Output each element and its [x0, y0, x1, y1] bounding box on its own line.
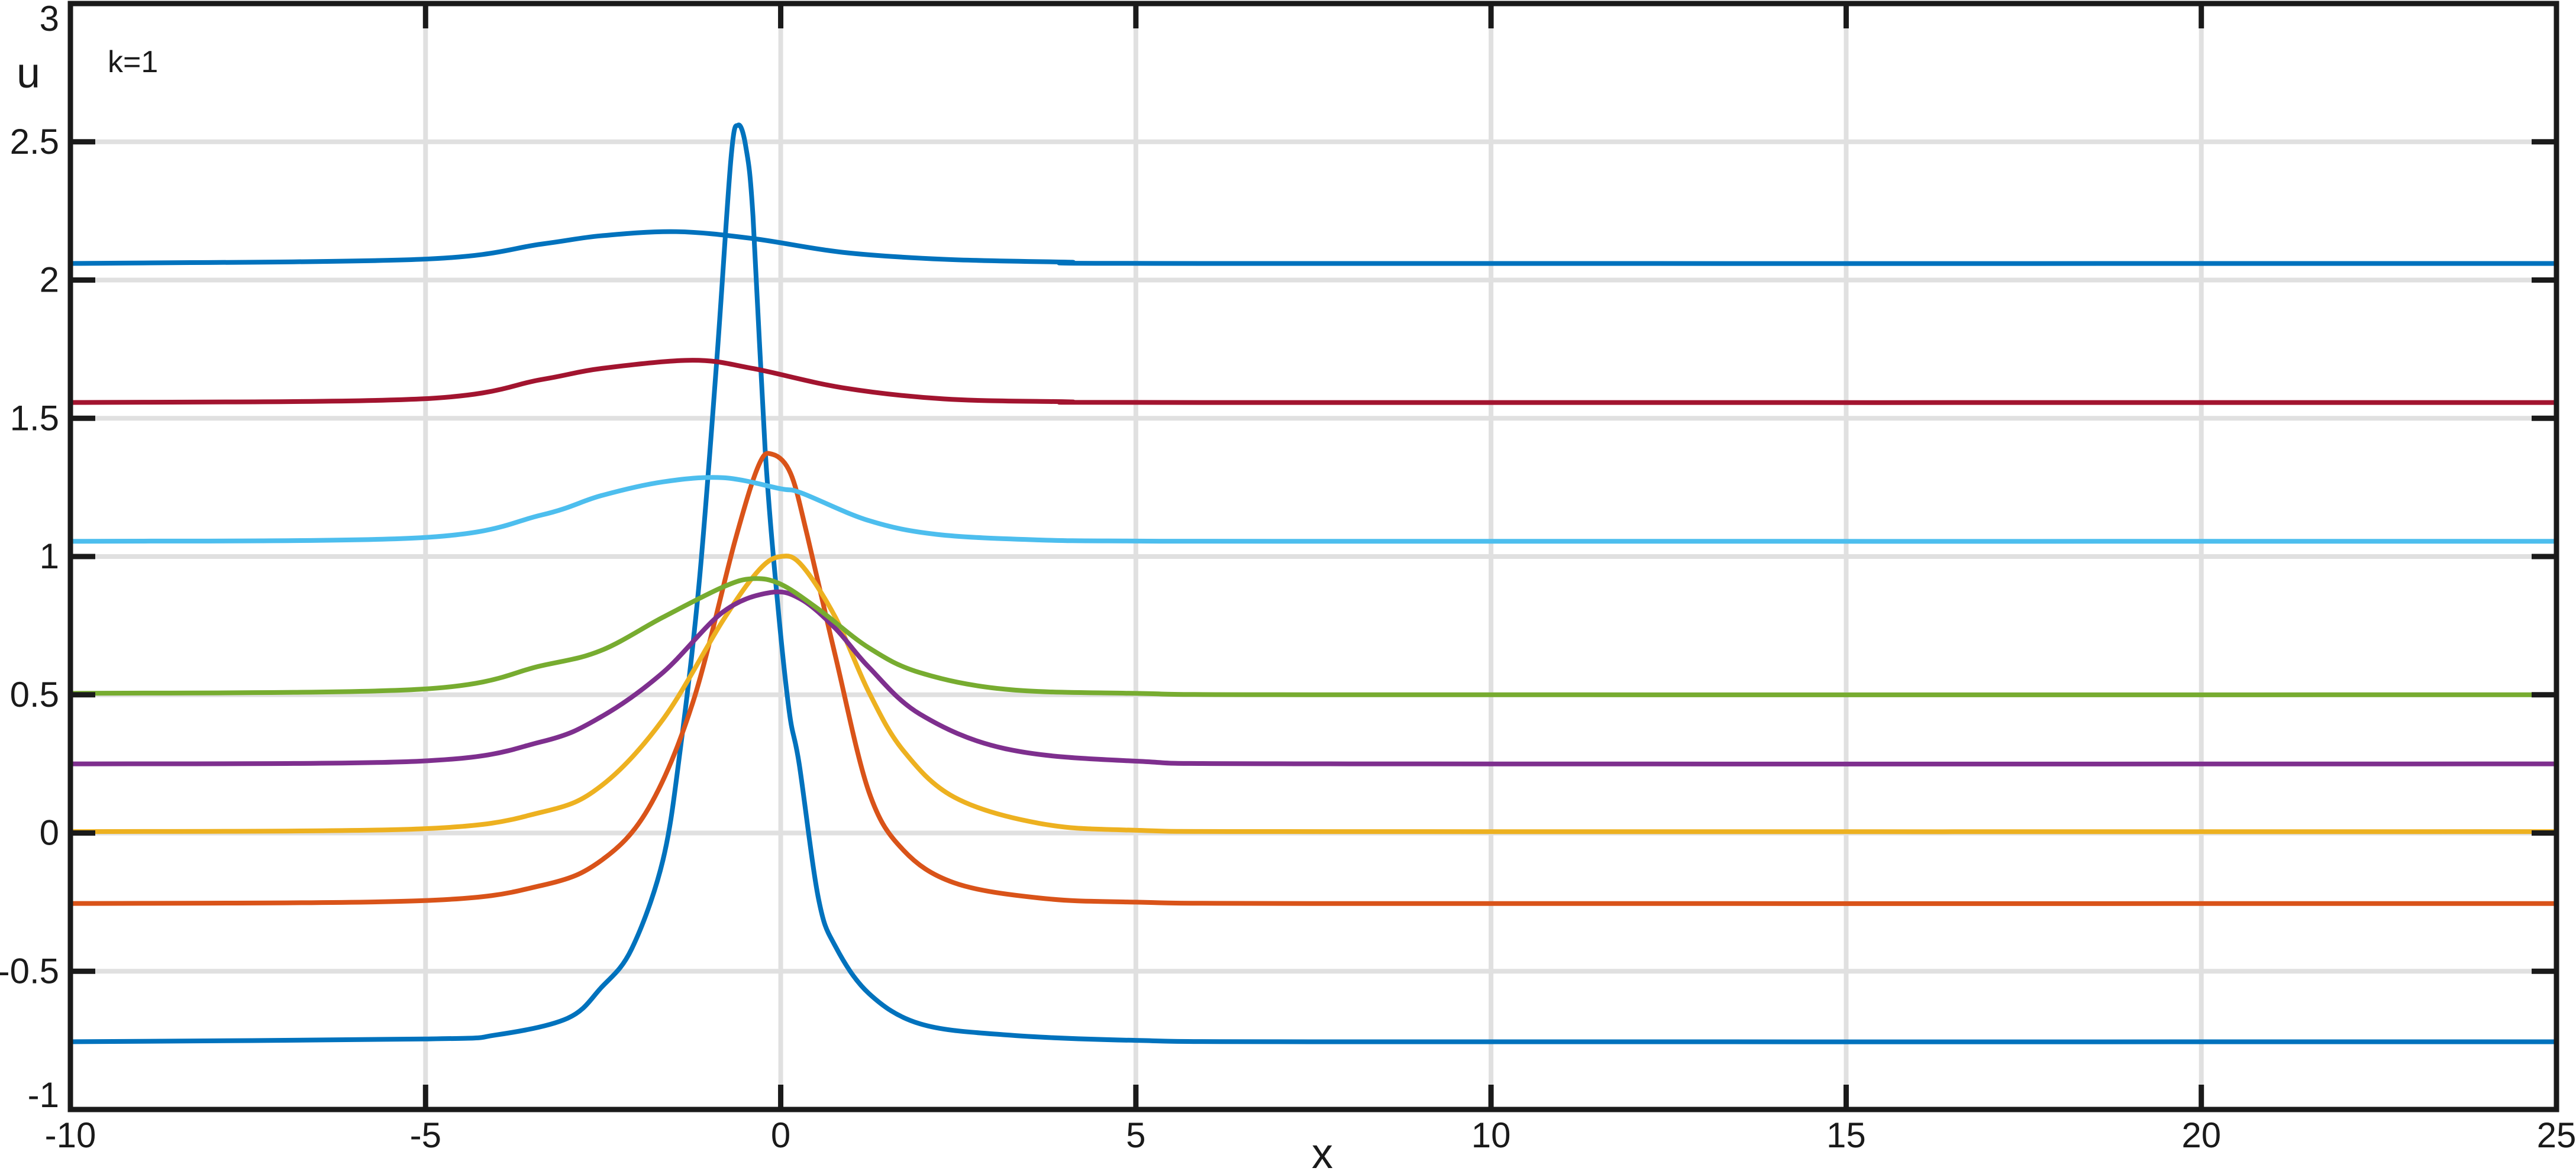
y-tick-label: 0.5 [10, 675, 59, 714]
x-tick-label: 5 [1126, 1115, 1145, 1155]
x-tick-label: 0 [771, 1115, 790, 1155]
x-tick-label: 10 [1471, 1115, 1511, 1155]
y-tick-label: -0.5 [0, 951, 59, 991]
y-tick-label: 3 [40, 0, 59, 38]
series-lines [70, 122, 2557, 1044]
series-line-6 [70, 475, 2557, 544]
axes-frame [67, 1, 2559, 1112]
grid-lines [68, 1, 2559, 1112]
parameter-annotation: k=1 [108, 45, 158, 79]
y-tick-label: -1 [28, 1075, 59, 1115]
series-line-5 [70, 576, 2557, 697]
y-tick-label: 0 [40, 813, 59, 853]
y-tick-label: 2 [40, 260, 59, 300]
x-tick-label: -10 [45, 1115, 96, 1155]
series-line-2 [70, 451, 2557, 906]
y-tick-label: 1 [40, 536, 59, 576]
y-axis-label: u [17, 50, 40, 97]
x-tick-label: 15 [1826, 1115, 1866, 1155]
x-tick-label: -5 [410, 1115, 441, 1155]
series-line-4 [70, 589, 2557, 766]
x-tick-label: 25 [2537, 1115, 2576, 1155]
x-axis-label: x [1312, 1130, 1333, 1171]
y-tick-label: 2.5 [10, 122, 59, 161]
x-tick-label: 20 [2181, 1115, 2221, 1155]
series-line-7 [70, 358, 2557, 405]
series-line-8 [70, 229, 2557, 266]
series-line-1 [70, 122, 2557, 1044]
y-tick-label: 1.5 [10, 398, 59, 438]
